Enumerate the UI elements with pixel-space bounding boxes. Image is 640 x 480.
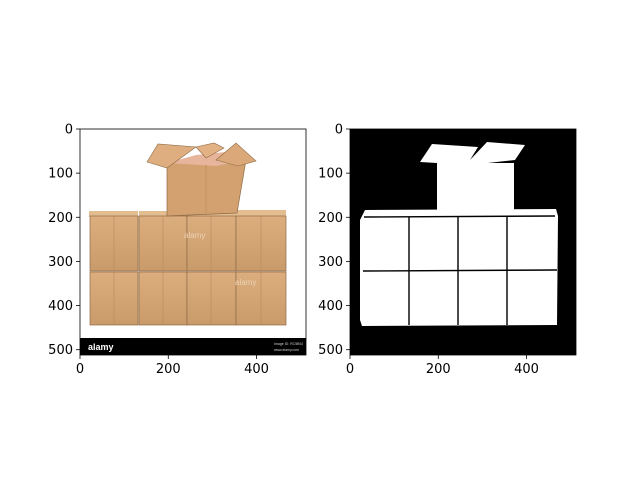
x-tick-label-1-2: 400 [514,362,539,377]
y-tick-label-1-3: 300 [318,255,343,270]
y-tick-label-0-2: 200 [48,211,73,226]
box-bottom-row-3 [186,271,237,326]
left-axes-frame [79,128,307,356]
y-tick-label-1-4: 400 [318,299,343,314]
watermark-brand: alamy [88,342,114,352]
y-tick-label-1-5: 500 [318,343,343,358]
y-tick-label-0-3: 300 [48,255,73,270]
box-top-row-3 [186,215,237,272]
mask-seams [362,215,558,325]
x-tick-label-0-0: 0 [76,362,84,377]
svg-text:alamy: alamy [235,278,256,287]
svg-text:alamy: alamy [184,231,205,240]
x-tick-label-1-0: 0 [346,362,354,377]
watermark-id: Image ID: RC5B9J [274,342,303,346]
left-axes: 0 200 400 0 100 200 300 400 500 [48,123,269,378]
y-tick-label-0-1: 100 [48,167,73,182]
watermark-bar [80,338,306,355]
y-tick-label-1-1: 100 [318,167,343,182]
y-tick-label-1-2: 200 [318,211,343,226]
y-tick-label-0-5: 500 [48,343,73,358]
x-tick-label-0-1: 200 [156,362,181,377]
open-box [146,142,257,217]
x-tick-label-0-2: 400 [244,362,269,377]
right-axes-frame [349,128,577,356]
watermark-url: www.alamy.com [274,348,299,352]
y-tick-label-0-4: 400 [48,299,73,314]
right-image-panel: 0 200 400 0 100 200 300 400 500 [318,123,577,378]
boxes-photo: alamy alamy alamy Image ID: RC5B9J www.a… [80,142,306,355]
right-axes: 0 200 400 0 100 200 300 400 500 [318,123,539,378]
y-tick-label-1-0: 0 [335,123,343,138]
left-image-panel: alamy alamy alamy Image ID: RC5B9J www.a… [48,123,307,378]
y-tick-label-0-0: 0 [65,123,73,138]
x-tick-label-1-1: 200 [426,362,451,377]
